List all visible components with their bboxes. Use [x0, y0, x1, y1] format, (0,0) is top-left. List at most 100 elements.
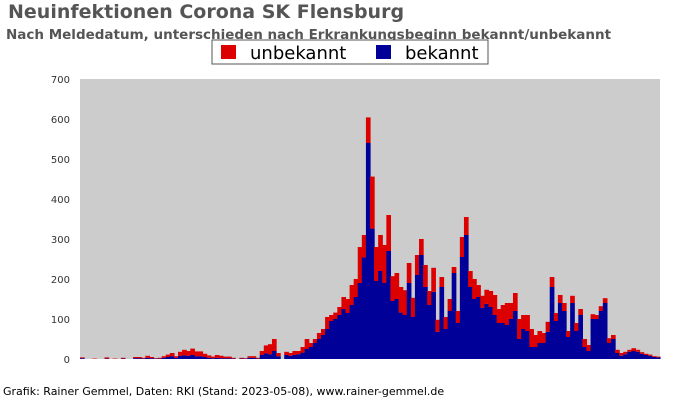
- bar-unbekannt: [484, 289, 490, 304]
- bar-unbekannt: [214, 355, 220, 358]
- bar-bekannt: [610, 339, 616, 359]
- legend: unbekannt bekannt: [211, 39, 489, 65]
- bar-unbekannt: [222, 356, 228, 359]
- bar-unbekannt: [300, 347, 306, 353]
- bar-bekannt: [639, 353, 645, 359]
- legend-box: [211, 39, 489, 65]
- legend-label-unbekannt: unbekannt: [250, 43, 346, 64]
- bar-bekannt: [341, 309, 347, 359]
- bar-bekannt: [590, 319, 596, 359]
- bar-bekannt: [316, 339, 322, 359]
- bar-bekannt: [594, 319, 600, 359]
- bar-bekannt: [484, 303, 490, 359]
- bar-unbekannt: [120, 357, 126, 359]
- bar-unbekannt: [271, 339, 277, 351]
- bar-bekannt: [447, 311, 453, 359]
- bar-unbekannt: [304, 339, 310, 349]
- bar-bekannt: [517, 339, 522, 359]
- bar-unbekannt: [406, 263, 412, 283]
- bar-unbekannt: [378, 235, 383, 271]
- bar-unbekannt: [251, 356, 257, 358]
- bar-bekannt: [553, 321, 559, 359]
- bar-bekannt: [165, 357, 171, 359]
- bar-unbekannt: [361, 235, 367, 258]
- bar-unbekannt: [435, 319, 441, 332]
- bar-unbekannt: [349, 285, 355, 305]
- bar-unbekannt: [394, 273, 400, 299]
- bar-bekannt: [419, 255, 424, 359]
- y-axis: 0 100 200 300 400 500 600 700: [51, 75, 70, 366]
- bar-bekannt: [643, 355, 649, 359]
- bar-bekannt: [296, 354, 302, 359]
- bar-bekannt: [251, 357, 257, 359]
- bar-unbekannt: [574, 323, 579, 331]
- bar-unbekannt: [337, 307, 342, 315]
- bar-bekannt: [202, 357, 208, 359]
- y-tick-label: 300: [51, 235, 70, 246]
- bar-bekannt: [386, 251, 392, 359]
- bar-bekannt: [443, 329, 449, 359]
- chart-title: Neuinfektionen Corona SK Flensburg: [8, 1, 405, 23]
- bar-unbekannt: [566, 331, 571, 337]
- bar-bekannt: [361, 257, 367, 359]
- bar-unbekannt: [149, 357, 155, 359]
- y-tick-label: 600: [51, 115, 70, 126]
- bar-bekannt: [284, 355, 289, 359]
- bar-bekannt: [247, 357, 253, 359]
- bar-unbekannt: [545, 321, 551, 332]
- bar-unbekannt: [594, 315, 600, 319]
- bar-unbekannt: [635, 349, 641, 352]
- bar-bekannt: [557, 303, 563, 359]
- bar-unbekannt: [615, 349, 620, 353]
- bar-unbekannt: [541, 333, 547, 343]
- bar-bekannt: [570, 303, 575, 359]
- bar-bekannt: [508, 319, 514, 359]
- bar-unbekannt: [488, 291, 494, 307]
- bar-bekannt: [521, 329, 526, 359]
- y-tick-label: 0: [64, 355, 70, 366]
- bar-bekannt: [619, 355, 624, 359]
- bar-unbekannt: [647, 354, 653, 356]
- bar-unbekannt: [374, 247, 379, 281]
- bar-unbekannt: [198, 351, 204, 357]
- bar-unbekannt: [537, 331, 543, 343]
- bar-unbekannt: [619, 353, 624, 356]
- bar-unbekannt: [259, 351, 265, 355]
- bar-bekannt: [292, 355, 298, 359]
- bar-bekannt: [598, 311, 604, 359]
- bar-bekannt: [214, 357, 220, 359]
- bar-bekannt: [463, 235, 469, 359]
- y-tick-label: 400: [51, 195, 70, 206]
- bar-bekannt: [496, 323, 502, 359]
- bar-bekannt: [194, 356, 200, 359]
- bar-unbekannt: [549, 277, 555, 287]
- bar-unbekannt: [468, 271, 473, 287]
- bar-unbekannt: [423, 265, 428, 287]
- bar-unbekannt: [623, 351, 628, 355]
- bar-bekannt: [390, 301, 396, 359]
- bar-unbekannt: [206, 355, 212, 358]
- bar-unbekannt: [145, 355, 151, 358]
- bar-unbekannt: [173, 356, 179, 358]
- bar-bekannt: [349, 305, 355, 359]
- y-tick-label: 200: [51, 275, 70, 286]
- bar-unbekannt: [141, 357, 146, 359]
- bar-bekannt: [476, 297, 481, 359]
- bar-bekannt: [178, 355, 183, 359]
- bar-unbekannt: [288, 353, 293, 356]
- bar-unbekannt: [370, 176, 375, 229]
- bar-unbekannt: [504, 303, 510, 325]
- bar-bekannt: [267, 354, 273, 359]
- bar-bekannt: [218, 358, 224, 359]
- bar-unbekannt: [586, 345, 592, 351]
- bar-group: [80, 117, 661, 359]
- bar-unbekannt: [165, 354, 171, 357]
- bar-bekannt: [308, 347, 314, 359]
- bar-unbekannt: [472, 279, 477, 299]
- bar-unbekannt: [410, 297, 416, 317]
- bar-unbekannt: [606, 338, 612, 343]
- bar-bekannt: [333, 319, 338, 359]
- bar-unbekannt: [529, 329, 534, 347]
- bar-bekannt: [357, 283, 363, 359]
- bar-bekannt: [427, 305, 432, 359]
